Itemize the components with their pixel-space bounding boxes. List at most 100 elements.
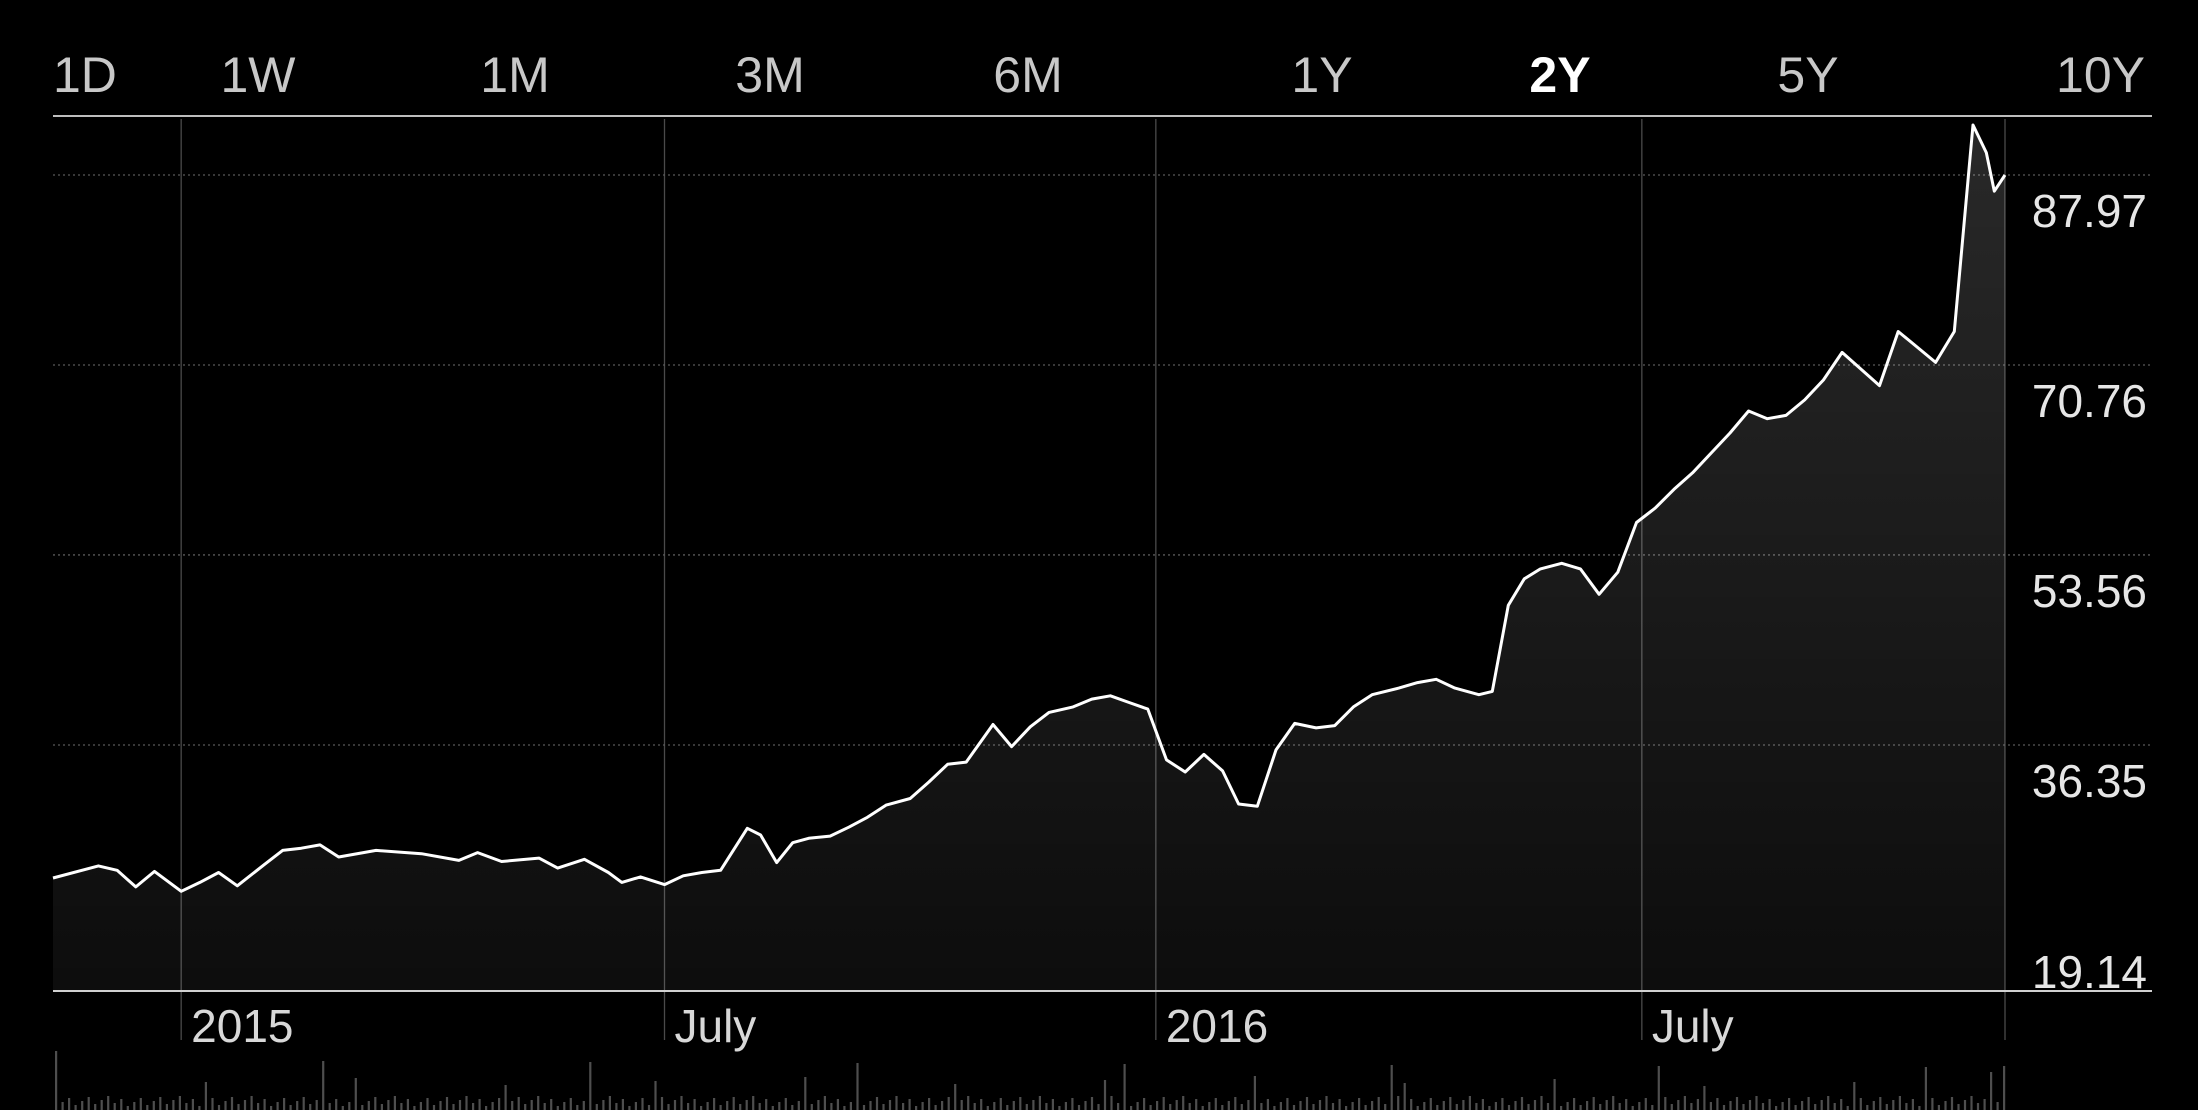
volume-bar: [849, 1102, 852, 1110]
volume-bar: [895, 1096, 898, 1110]
volume-bar: [55, 1051, 58, 1110]
volume-bar: [485, 1106, 488, 1110]
x-tick-label: July: [1652, 1000, 1734, 1052]
volume-bar: [1182, 1096, 1185, 1110]
volume-bar: [315, 1100, 318, 1110]
volume-bar: [1872, 1101, 1875, 1110]
volume-bar: [726, 1101, 729, 1110]
volume-bar: [1735, 1097, 1739, 1110]
volume-bar: [621, 1099, 624, 1110]
volume-bar: [810, 1104, 813, 1110]
volume-bar: [543, 1103, 546, 1110]
volume-bar: [165, 1104, 168, 1110]
volume-bar: [1586, 1101, 1589, 1110]
volume-bar: [1149, 1105, 1152, 1110]
volume-bar: [328, 1103, 331, 1110]
volume-bar: [1481, 1099, 1484, 1110]
volume-bar: [178, 1096, 181, 1110]
volume-bar: [1449, 1097, 1452, 1110]
volume-bar: [1996, 1102, 1999, 1110]
volume-bar: [1071, 1098, 1074, 1110]
volume-bar: [739, 1104, 742, 1110]
volume-bar: [1494, 1102, 1497, 1110]
volume-bar: [680, 1096, 683, 1110]
tab-1y[interactable]: 1Y: [1291, 47, 1352, 103]
volume-bar: [836, 1099, 839, 1110]
volume-bar: [68, 1098, 71, 1110]
tab-2y[interactable]: 2Y: [1529, 47, 1590, 103]
volume-bar: [817, 1100, 820, 1110]
volume-bar: [537, 1096, 540, 1110]
volume-bar: [361, 1105, 364, 1110]
volume-bar: [934, 1105, 937, 1110]
volume-bar: [1612, 1096, 1615, 1110]
volume-bar: [843, 1106, 846, 1110]
volume-bar: [133, 1102, 136, 1110]
volume-bar: [393, 1096, 396, 1110]
y-tick-label: 53.56: [2032, 565, 2147, 617]
tab-1w[interactable]: 1W: [221, 47, 297, 103]
volume-bar: [608, 1096, 611, 1110]
volume-bar: [185, 1103, 188, 1110]
volume-bar: [1058, 1106, 1061, 1110]
volume-bar: [1520, 1097, 1524, 1110]
y-axis-labels: 19.14 36.35 53.56 70.76 87.97: [2032, 185, 2147, 998]
volume-bar: [250, 1096, 253, 1110]
volume-bar: [1742, 1104, 1745, 1110]
tab-5y[interactable]: 5Y: [1777, 47, 1838, 103]
volume-bar: [1403, 1083, 1406, 1110]
volume-bar: [1983, 1099, 1986, 1110]
volume-bar: [1501, 1098, 1504, 1110]
volume-bar: [1957, 1104, 1960, 1110]
volume-bar: [1045, 1103, 1048, 1110]
volume-bar: [1358, 1098, 1361, 1110]
volume-bar: [1546, 1103, 1550, 1110]
volume-bar: [1781, 1102, 1784, 1110]
volume-bar: [563, 1102, 566, 1110]
tab-6m[interactable]: 6M: [993, 47, 1062, 103]
volume-bar: [1892, 1100, 1895, 1110]
volume-bar: [2003, 1066, 2006, 1110]
volume-bar: [1716, 1098, 1719, 1110]
volume-bar: [1123, 1064, 1126, 1110]
volume-bar: [1911, 1099, 1914, 1110]
volume-bar: [700, 1106, 703, 1110]
volume-bar: [1273, 1106, 1276, 1110]
volume-bar: [647, 1105, 651, 1110]
tab-1d[interactable]: 1D: [53, 47, 117, 103]
volume-bar: [882, 1104, 885, 1110]
volume-bar: [296, 1101, 299, 1110]
volume-bars: [55, 1051, 2006, 1110]
volume-bar: [1840, 1099, 1843, 1110]
volume-bar: [1768, 1099, 1771, 1110]
volume-bar: [752, 1096, 755, 1110]
volume-bar: [791, 1105, 794, 1110]
volume-bar: [1103, 1080, 1107, 1110]
volume-bar: [1266, 1099, 1269, 1110]
volume-bar: [1436, 1105, 1439, 1110]
tab-10y[interactable]: 10Y: [2056, 47, 2145, 103]
tab-3m[interactable]: 3M: [735, 47, 804, 103]
volume-bar: [1143, 1098, 1146, 1110]
tab-1m[interactable]: 1M: [480, 47, 549, 103]
volume-bar: [1651, 1105, 1654, 1110]
volume-bar: [1312, 1104, 1315, 1110]
volume-bar: [797, 1101, 800, 1110]
volume-bar: [341, 1106, 344, 1110]
volume-bar: [980, 1099, 983, 1110]
volume-bar: [100, 1100, 103, 1110]
volume-bar: [947, 1097, 950, 1110]
volume-bar: [1690, 1103, 1693, 1110]
volume-bar: [921, 1102, 924, 1110]
volume-bar: [1670, 1104, 1673, 1110]
volume-bar: [1201, 1106, 1204, 1110]
volume-bar: [1918, 1106, 1921, 1110]
volume-bar: [387, 1100, 390, 1110]
volume-bar: [1788, 1098, 1791, 1110]
volume-bar: [1038, 1096, 1041, 1110]
volume-bar: [61, 1102, 64, 1110]
volume-bar: [87, 1097, 90, 1110]
volume-bar: [732, 1097, 735, 1110]
volume-bar: [758, 1103, 761, 1110]
